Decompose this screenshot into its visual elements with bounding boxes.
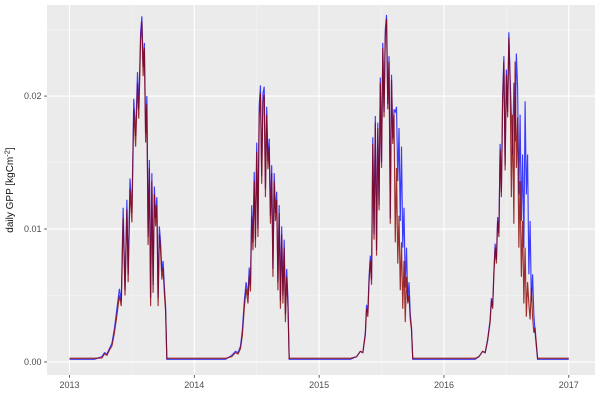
x-tick-label: 2014: [184, 380, 204, 390]
y-tick-label: 0.01: [24, 224, 42, 234]
x-tick-label: 2013: [59, 380, 79, 390]
y-axis-tick-labels: 0.00 0.01 0.02: [24, 91, 42, 367]
x-tick-label: 2016: [434, 380, 454, 390]
x-axis-tick-labels: 2013 2014 2015 2016 2017: [59, 380, 578, 390]
x-tick-label: 2017: [559, 380, 579, 390]
y-axis-title: daily GPP [kgCm-2]: [3, 147, 17, 233]
gpp-line-red-series: [69, 18, 569, 359]
grid-major: [47, 5, 595, 375]
y-tick-label: 0.02: [24, 91, 42, 101]
y-tick-label: 0.00: [24, 357, 42, 367]
x-tick-label: 2015: [309, 380, 329, 390]
axis-tick-marks: [44, 95, 570, 378]
series-lines: [69, 14, 569, 360]
plot-panel: [47, 5, 595, 375]
